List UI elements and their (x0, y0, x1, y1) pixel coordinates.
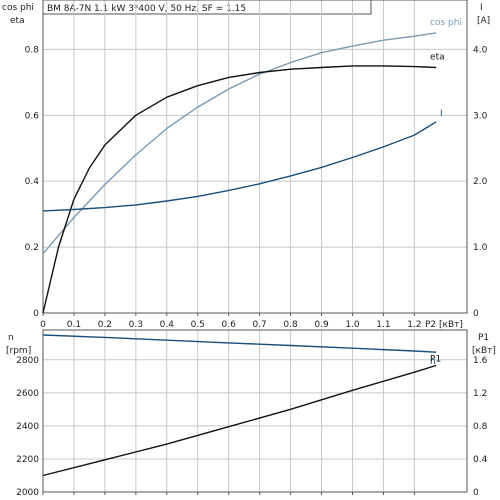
top-x-tick-label: 1.0 (345, 320, 360, 330)
top-y-right-tick-label: 0 (473, 309, 479, 319)
bottom-series-p1-line (42, 364, 437, 477)
bottom-y-tick-label: 2200 (16, 455, 39, 465)
bottom-series-n-line (42, 334, 437, 353)
bottom-y-right-tick-label: 0.8 (473, 422, 488, 432)
top-x-tick-label: 0.9 (314, 320, 329, 330)
top-x-tick-label: 0.8 (283, 320, 298, 330)
top-ticks: 0 0.1 0.2 0.3 0.4 0.5 0.6 0.7 0.8 0.9 1.0 1.1 1.2 0 0.… (25, 45, 488, 330)
top-x-tick-label: 0.5 (191, 320, 205, 330)
top-x-tick-label: 0.6 (222, 320, 237, 330)
top-y-right-tick-label: 4.0 (473, 45, 488, 55)
bottom-series-n-label: n (430, 357, 436, 367)
bottom-y-tick-label: 2800 (16, 356, 39, 366)
bottom-y-tick-label: 2400 (16, 422, 39, 432)
bottom-y-tick-label: 2000 (16, 488, 39, 498)
bottom-y-right-tick-label: 1.6 (473, 356, 488, 366)
top-series-eta-line (42, 65, 437, 314)
top-grid (43, 0, 467, 313)
top-x-tick-label: 0.4 (160, 320, 175, 330)
top-series-i-line (42, 121, 437, 212)
top-x-tick-label: 1.1 (376, 320, 390, 330)
chart-title: BM 8A-7N 1.1 kW 3*400 V, 50 Hz, SF = 1.1… (47, 4, 246, 14)
bottom-series: nP1 (42, 334, 441, 477)
bottom-y-right-tick-label: 1.2 (473, 389, 487, 399)
top-y-tick-label: 0 (33, 309, 39, 319)
bottom-y-tick-label: 2600 (16, 389, 39, 399)
top-y-tick-label: 0.6 (25, 111, 40, 121)
top-x-tick-label: 1.2 (407, 320, 421, 330)
top-y-right-tick-label: 1.0 (473, 243, 488, 253)
top-left-axis-label-1: cos phi (2, 3, 34, 13)
bottom-right-axis-label-2: [кВт] (472, 346, 496, 356)
top-panel: cos phi eta I 0 0.1 0.2 0.3 0.4 0.5 0.6 0.7 0.8 0.9… (2, 0, 490, 330)
top-x-tick-label: 0.2 (98, 320, 112, 330)
top-y-tick-label: 0.8 (25, 45, 40, 55)
top-series-cos-phi-line (42, 32, 437, 255)
top-y-tick-label: 0.4 (25, 177, 40, 187)
top-right-axis-label-1: I (480, 3, 483, 13)
bottom-y-right-tick-label: 0.4 (473, 455, 488, 465)
top-y-right-tick-label: 2.0 (473, 177, 488, 187)
bottom-ticks: 2000 2200 2400 2600 2800 0 0.4 0.8 1.2 1.6 (16, 356, 487, 498)
top-plot-frame (42, 0, 468, 314)
top-x-tick-label: 0.3 (129, 320, 143, 330)
bottom-plot-frame (42, 329, 468, 493)
bottom-left-axis-label-2: [rpm] (6, 346, 31, 356)
top-x-axis-label: P2 [кВт] (425, 320, 463, 330)
top-x-tick-label: 0.7 (252, 320, 266, 330)
bottom-series-p1-label: P1 (430, 355, 441, 365)
bottom-left-axis-label-1: n (8, 333, 14, 343)
top-right-axis-label-2: [A] (477, 16, 490, 26)
top-left-axis-label-2: eta (10, 16, 25, 26)
top-series-i-label: I (440, 109, 443, 119)
top-series: cos phi eta I (42, 18, 462, 314)
top-series-eta-label: eta (430, 53, 445, 63)
bottom-grid (43, 330, 467, 492)
bottom-y-right-tick-label: 0 (473, 488, 479, 498)
bottom-right-axis-label-1: P1 (478, 333, 489, 343)
top-x-tick-label: 0 (40, 320, 46, 330)
top-series-cos-phi-label: cos phi (430, 18, 462, 28)
top-y-right-tick-label: 3.0 (473, 111, 488, 121)
top-x-tick-label: 0.1 (67, 320, 81, 330)
top-y-tick-label: 0.2 (25, 243, 39, 253)
